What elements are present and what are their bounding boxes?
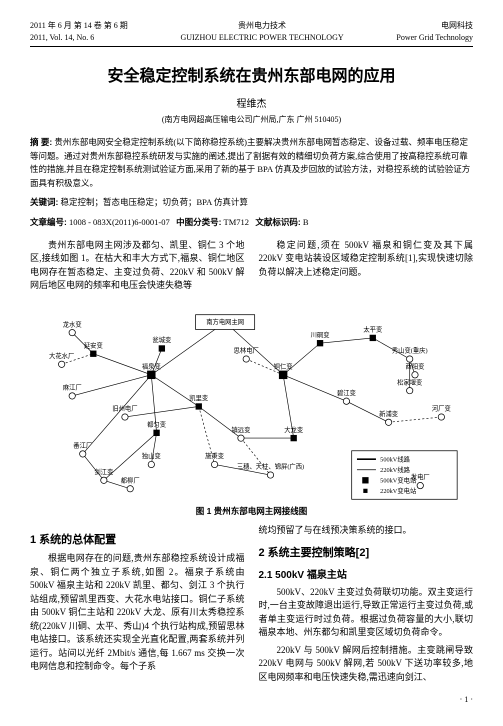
keywords-text: 稳定控制；暂态电压稳定；切负荷；BPA 仿真计算 xyxy=(60,197,247,207)
abstract-text: 贵州东部电网安全稳定控制系统(以下简称稳控系统)主要解决贵州东部电网暂态稳定、设… xyxy=(30,137,470,188)
svg-text:南方电网主网: 南方电网主网 xyxy=(206,317,244,326)
identifiers-row: 文章编号: 1008 - 083X(2011)6-0001-07 中图分类号: … xyxy=(30,216,473,229)
svg-text:独山变: 独山变 xyxy=(142,451,162,460)
svg-text:220kV变电站: 220kV变电站 xyxy=(380,486,417,495)
section-en: Power Grid Technology xyxy=(396,32,473,44)
svg-text:酉阳变: 酉阳变 xyxy=(406,361,426,370)
left-column: 1 系统的总体配置 根据电网存在的问题,贵州东部稳控系统设计成福泉、铜仁两个独立… xyxy=(30,524,245,689)
svg-text:河厂变: 河厂变 xyxy=(432,403,452,412)
section-1-p2: 统均预留了与在线预决策系统的接口。 xyxy=(259,524,474,538)
svg-text:龙水变: 龙水变 xyxy=(63,319,83,328)
journal-en: GUIZHOU ELECTRIC POWER TECHNOLOGY xyxy=(180,32,343,44)
keywords-block: 关键词: 稳定控制；暂态电压稳定；切负荷；BPA 仿真计算 xyxy=(30,196,473,210)
abstract-block: 摘 要: 贵州东部电网安全稳定控制系统(以下简称稳控系统)主要解决贵州东部电网暂… xyxy=(30,136,473,190)
svg-text:剑江变: 剑江变 xyxy=(94,467,114,476)
svg-text:川硐变: 川硐变 xyxy=(311,330,331,339)
article-no: 1008 - 083X(2011)6-0001-07 xyxy=(69,217,170,227)
svg-text:大龙变: 大龙变 xyxy=(284,425,304,434)
section-cn: 电网科技 xyxy=(396,20,473,32)
svg-text:500kV线路: 500kV线路 xyxy=(380,454,410,463)
svg-text:松家堰变: 松家堰变 xyxy=(397,377,423,386)
svg-text:220kV线路: 220kV线路 xyxy=(380,465,410,474)
abstract-label: 摘 要: xyxy=(30,137,52,147)
svg-text:凯里变: 凯里变 xyxy=(189,393,209,402)
svg-text:瓮城变: 瓮城变 xyxy=(152,335,172,344)
doccode-label: 文献标识码: xyxy=(255,217,300,227)
svg-text:大花水厂: 大花水厂 xyxy=(49,351,74,360)
clc-label: 中图分类号: xyxy=(176,217,221,227)
section-2-1-p1: 500kV、220kV 主变过负荷联切功能。双主变运行时,一台主变故障退出运行,… xyxy=(259,586,474,640)
svg-text:新浦变: 新浦变 xyxy=(379,409,399,418)
section-2-1-title: 2.1 500kV 福泉主站 xyxy=(259,568,474,583)
section-2-title: 2 系统主要控制策略[2] xyxy=(259,545,474,562)
page-number: · 1 · xyxy=(30,694,473,706)
svg-text:延安变: 延安变 xyxy=(84,340,104,349)
journal-cn: 贵州电力技术 xyxy=(180,20,343,32)
right-column: 统均预留了与在线预决策系统的接口。 2 系统主要控制策略[2] 2.1 500k… xyxy=(259,524,474,689)
intro-p1: 贵州东部电网主网涉及都匀、凯里、铜仁 3 个地区,接线如图 1。在枯大和丰大方式… xyxy=(30,239,245,293)
svg-text:碧江变: 碧江变 xyxy=(337,388,357,397)
svg-text:番江厂: 番江厂 xyxy=(73,441,92,449)
figure-1: 龙水变大花水厂 延安变麻江厂 福泉变 瓮城变都匀变独山变 番江厂剑江变都柳厂 凯里变旧州电… xyxy=(30,301,473,501)
doccode: B xyxy=(303,217,309,227)
svg-text:三穗、天柱、锦屏(广西): 三穗、天柱、锦屏(广西) xyxy=(237,461,304,470)
svg-text:麻江厂: 麻江厂 xyxy=(63,382,82,391)
svg-text:思林电厂: 思林电厂 xyxy=(234,345,259,354)
paper-title: 安全稳定控制系统在贵州东部电网的应用 xyxy=(30,65,473,89)
figure-1-caption: 图 1 贵州东部电网主网接线图 xyxy=(30,505,473,518)
body-columns: 1 系统的总体配置 根据电网存在的问题,贵州东部稳控系统设计成福泉、铜仁两个独立… xyxy=(30,524,473,689)
journal-header: 2011 年 6 月 第 14 卷 第 6 期 2011, Vol. 14, N… xyxy=(30,20,473,47)
author: 程维杰 xyxy=(30,97,473,112)
svg-text:铜仁变: 铜仁变 xyxy=(274,361,294,370)
clc: TM712 xyxy=(224,217,250,227)
svg-text:都柳厂: 都柳厂 xyxy=(121,475,140,484)
svg-text:太平变: 太平变 xyxy=(363,324,383,333)
svg-text:旧州电厂: 旧州电厂 xyxy=(112,403,137,412)
section-2-1-p2: 220kV 与 500kV 解网后控制措施。主变跳闸导致 220kV 电网与 5… xyxy=(259,644,474,685)
svg-text:都匀变: 都匀变 xyxy=(147,419,167,428)
issue-cn: 2011 年 6 月 第 14 卷 第 6 期 xyxy=(30,20,128,32)
intro-p2: 稳定问题,须在 500kV 福泉和铜仁变及其下属 220kV 变电站装设区域稳定… xyxy=(259,239,474,280)
affiliation: (南方电网超高压输电公司广州局,广东 广州 510405) xyxy=(30,114,473,126)
section-1-title: 1 系统的总体配置 xyxy=(30,532,245,549)
svg-text:镇远变: 镇远变 xyxy=(231,425,251,434)
section-1-p1: 根据电网存在的问题,贵州东部稳控系统设计成福泉、铜仁两个独立子系统,如图 2。福… xyxy=(30,552,245,674)
issue-en: 2011, Vol. 14, No. 6 xyxy=(30,32,128,44)
intro-columns: 贵州东部电网主网涉及都匀、凯里、铜仁 3 个地区,接线如图 1。在枯大和丰大方式… xyxy=(30,239,473,297)
network-diagram-svg: 龙水变大花水厂 延安变麻江厂 福泉变 瓮城变都匀变独山变 番江厂剑江变都柳厂 凯里变旧州电… xyxy=(30,301,473,501)
svg-text:福泉变: 福泉变 xyxy=(142,361,162,370)
svg-text:秀山变(重庆): 秀山变(重庆) xyxy=(392,345,428,354)
keywords-label: 关键词: xyxy=(30,197,58,207)
article-no-label: 文章编号: xyxy=(30,217,67,227)
svg-text:发电厂: 发电厂 xyxy=(411,472,430,481)
svg-text:施秉变: 施秉变 xyxy=(205,451,225,460)
